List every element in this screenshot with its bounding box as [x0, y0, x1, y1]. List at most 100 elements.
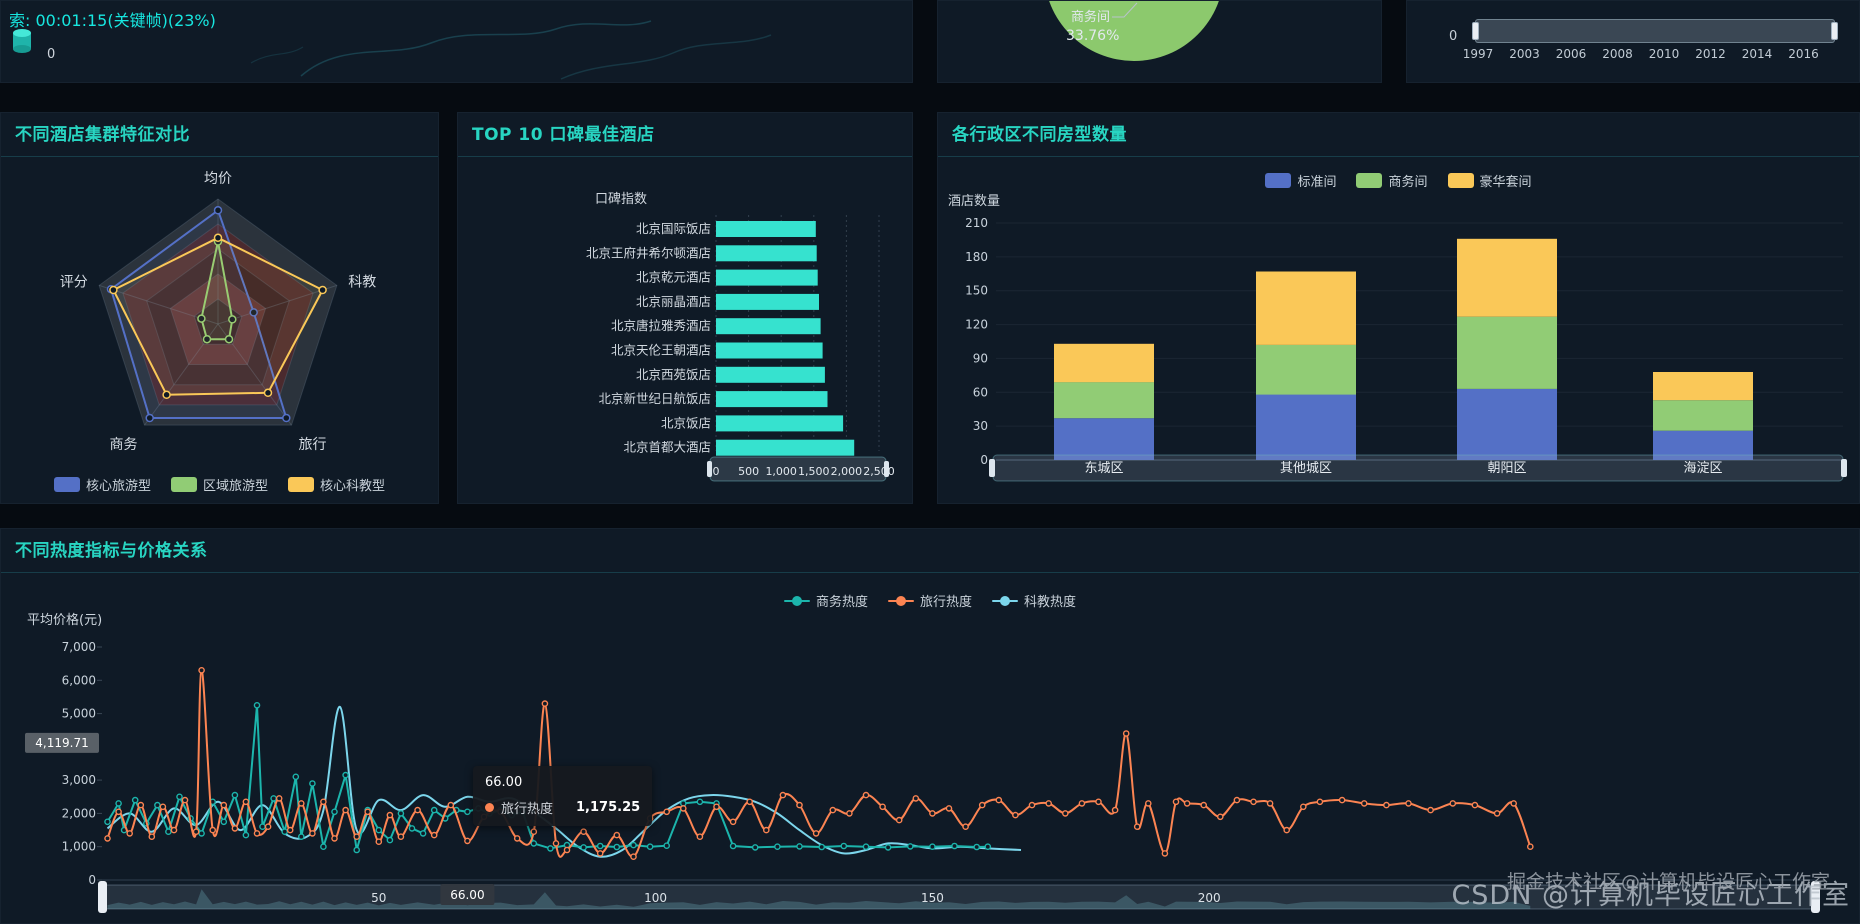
data-point — [154, 801, 161, 809]
legend-item[interactable]: 核心旅游型 — [53, 475, 151, 494]
slider-handle-right[interactable] — [884, 461, 889, 477]
stack-segment[interactable] — [1256, 271, 1356, 345]
top10-bar-chart[interactable]: 口碑指数北京国际饭店北京王府井希尔顿酒店北京乾元酒店北京丽晶酒店北京唐拉雅秀酒店… — [458, 157, 913, 504]
panel-title: 不同酒店集群特征对比 — [1, 113, 438, 157]
data-point — [1200, 801, 1207, 809]
bar[interactable] — [716, 293, 819, 310]
data-point — [995, 796, 1003, 804]
bar[interactable] — [716, 221, 816, 237]
radar-series[interactable] — [112, 236, 324, 396]
slider-handle-right[interactable] — [1841, 459, 1847, 477]
data-point — [796, 801, 803, 809]
tooltip-series-name: 旅行热度 — [501, 802, 554, 817]
heat-legend: 商务热度 旅行热度 科教热度 — [1, 591, 1859, 610]
radar-indicator-label: 旅行 — [299, 437, 327, 453]
stack-segment[interactable] — [1457, 238, 1557, 317]
pie-chart-fragment[interactable] — [938, 1, 1382, 83]
year-data-zoom-slider[interactable] — [1472, 19, 1838, 43]
radar-point — [249, 308, 258, 317]
data-zoom-slider[interactable] — [101, 884, 1817, 910]
legend-item[interactable]: 旅行热度 — [887, 591, 972, 610]
legend-label: 商务热度 — [815, 595, 868, 610]
data-point — [530, 828, 538, 836]
timeline-year-label: 2010 — [1648, 47, 1680, 61]
stack-segment[interactable] — [1256, 394, 1356, 461]
data-point — [297, 833, 305, 841]
legend-marker — [887, 595, 914, 607]
category-label: 北京王府井希尔顿酒店 — [586, 245, 711, 260]
legend-item[interactable]: 标准间 — [1265, 171, 1336, 190]
legend-item[interactable]: 豪华套间 — [1447, 171, 1532, 190]
map-outline — [300, 20, 652, 77]
stack-segment[interactable] — [1653, 372, 1753, 401]
data-point — [1133, 823, 1141, 830]
radar-point — [318, 285, 327, 295]
stacked-bar-chart[interactable]: 酒店数量 0 30 60 90 120 150 180 210 东城区 其他城区 朝阳区 海淀区 — [938, 157, 1860, 504]
stack-segment[interactable] — [1054, 382, 1154, 419]
radar-series[interactable] — [109, 208, 288, 419]
stack-segment[interactable] — [1457, 316, 1557, 389]
legend-item[interactable]: 核心科教型 — [288, 475, 385, 494]
data-point — [746, 798, 754, 806]
data-point — [1527, 843, 1534, 851]
legend-label: 标准间 — [1297, 175, 1337, 190]
slider-handle-left[interactable] — [98, 881, 107, 913]
data-point — [1028, 801, 1036, 809]
pie-slice-name: 商务间 — [1070, 10, 1110, 25]
slider-handle-left[interactable] — [989, 459, 995, 477]
panel-title: TOP 10 口碑最佳酒店 — [458, 113, 912, 157]
slider-handle-left[interactable] — [707, 461, 712, 477]
data-point — [430, 806, 438, 814]
pie-slice[interactable] — [1044, 1, 1224, 61]
data-point — [297, 800, 305, 807]
bar[interactable] — [716, 366, 825, 383]
bar[interactable] — [716, 269, 818, 286]
bar[interactable] — [716, 391, 828, 408]
radar-point — [162, 390, 171, 400]
data-point — [552, 840, 560, 847]
stack-segment[interactable] — [1653, 400, 1753, 431]
x-tick-label: 500 — [738, 465, 759, 478]
data-point — [1493, 810, 1501, 817]
axis-pointer-y-box — [25, 732, 99, 753]
data-point — [1360, 800, 1368, 807]
stack-segment[interactable] — [1054, 343, 1154, 383]
legend-item[interactable]: 商务间 — [1356, 171, 1428, 190]
tooltip-series-value: 1,175.25 — [576, 800, 641, 815]
stack-segment[interactable] — [1054, 418, 1154, 460]
category-label: 北京首都大酒店 — [623, 440, 711, 455]
legend-item[interactable]: 商务热度 — [783, 591, 868, 610]
y-tick-label: 0 — [980, 453, 988, 467]
y-tick-label: 0 — [88, 873, 96, 887]
legend-item[interactable]: 科教热度 — [992, 591, 1076, 610]
stack-segment[interactable] — [1653, 430, 1753, 460]
category-label: 海淀区 — [1683, 461, 1722, 476]
bar[interactable] — [716, 439, 855, 456]
data-point — [696, 798, 704, 806]
legend-item[interactable]: 区域旅游型 — [170, 475, 268, 494]
data-point — [812, 830, 820, 837]
line-chart[interactable]: 平均价格(元) 7,000 6,000 5,000 3,000 2,000 1,000 0 50… — [1, 573, 1860, 924]
data-point — [884, 844, 892, 851]
bar[interactable] — [716, 342, 823, 359]
bar[interactable] — [716, 245, 817, 262]
timeline-year-label: 2008 — [1602, 47, 1633, 61]
stack-segment[interactable] — [1457, 388, 1557, 460]
data-point — [253, 701, 261, 709]
slider-handle-right[interactable] — [1811, 881, 1820, 913]
slider-handle-left[interactable] — [1472, 22, 1479, 40]
data-point — [1405, 800, 1412, 807]
axis-pointer-x-box — [440, 884, 495, 905]
data-point — [513, 835, 521, 842]
bar[interactable] — [716, 318, 821, 335]
bar[interactable] — [716, 415, 844, 432]
legend-label: 核心旅游型 — [85, 479, 151, 494]
data-point — [1161, 850, 1169, 857]
radar-series[interactable] — [200, 241, 234, 341]
category-label: 朝阳区 — [1487, 461, 1526, 476]
data-point — [840, 842, 848, 850]
stack-segment[interactable] — [1256, 344, 1356, 395]
panel-title: 不同热度指标与价格关系 — [1, 529, 1859, 573]
slider-handle-right[interactable] — [1831, 22, 1838, 40]
